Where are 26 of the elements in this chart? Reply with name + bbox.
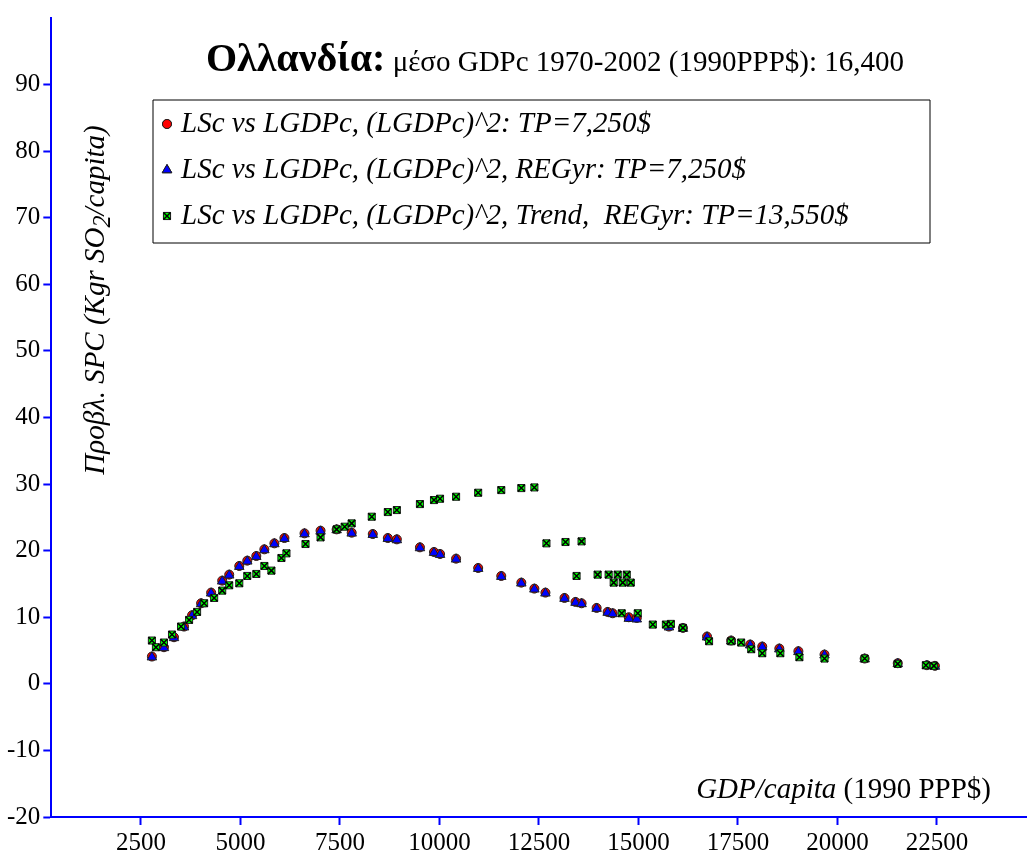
y-tick-label: 90: [15, 69, 41, 97]
x-tick-label: 10000: [408, 827, 471, 855]
x-tick-label: 7500: [314, 827, 365, 855]
legend-label: LSc vs LGDPc, (LGDPc)^2, Trend, REGyr: TP=13,550$: [180, 198, 850, 231]
y-tick-label: 0: [27, 668, 41, 696]
y-tick-label: 40: [15, 402, 41, 430]
legend-label: LSc vs LGDPc, (LGDPc)^2, REGyr: TP=7,250$: [180, 152, 747, 185]
x-tick-label: 15000: [607, 827, 670, 855]
y-tick-label: 60: [15, 268, 41, 296]
x-tick-label: 12500: [507, 827, 571, 855]
y-tick-label: 20: [15, 535, 41, 563]
x-tick-label: 17500: [706, 827, 770, 855]
x-axis-title: GDP/capita (1990 PPP$): [696, 772, 991, 805]
y-tick-label: -10: [7, 734, 41, 762]
legend-label: LSc vs LGDPc, (LGDPc)^2: TP=7,250$: [180, 106, 652, 139]
x-tick-label: 20000: [806, 827, 869, 855]
y-tick-label: 80: [15, 135, 41, 163]
y-tick-label: 30: [15, 468, 41, 496]
chart-title: Ολλανδία: μέσο GDPc 1970-2002 (1990PPP$): 16,400: [204, 34, 906, 81]
x-tick-label: 5000: [215, 827, 266, 855]
x-tick-label: 22500: [905, 827, 969, 855]
y-tick-label: 10: [15, 601, 41, 629]
y-tick-label: 70: [15, 202, 41, 230]
x-tick-label: 2500: [115, 827, 166, 855]
y-tick-label: 50: [15, 335, 41, 363]
y-tick-label: -20: [7, 801, 41, 829]
